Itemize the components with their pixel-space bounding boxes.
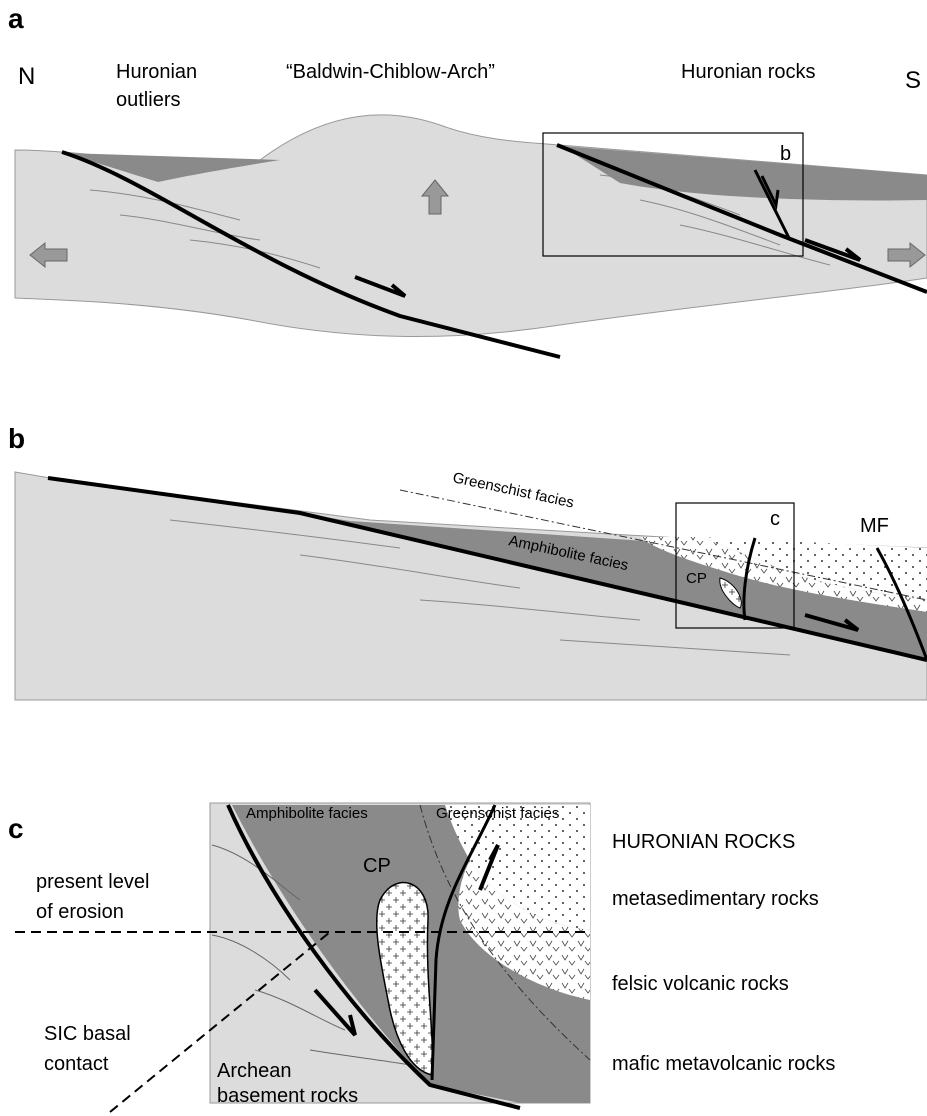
- box-label: b: [780, 143, 791, 165]
- sic-label: contact: [44, 1053, 109, 1075]
- panel-label: b: [8, 423, 25, 454]
- pluton-label: CP: [363, 855, 391, 877]
- legend-item: mafic metavolcanic rocks: [612, 1053, 835, 1075]
- legend-item: metasedimentary rocks: [612, 888, 819, 910]
- figure: a N S Huronian outliers “Baldwin-Chiblow…: [0, 0, 927, 1116]
- erosion-label: present level: [36, 871, 149, 893]
- box-label: c: [770, 508, 780, 530]
- pluton-label: CP: [686, 570, 707, 587]
- panel-label: a: [8, 3, 24, 34]
- south-label: S: [905, 67, 921, 94]
- panel-c: c Amphibolite facies Greenschist facies …: [8, 803, 835, 1112]
- region-label: Huronian: [116, 61, 197, 83]
- erosion-label: of erosion: [36, 901, 124, 923]
- panel-label: c: [8, 813, 24, 844]
- facies-label: Amphibolite facies: [246, 805, 368, 822]
- facies-label: Greenschist facies: [436, 805, 559, 822]
- region-label: “Baldwin-Chiblow-Arch”: [286, 61, 495, 83]
- panel-a: a N S Huronian outliers “Baldwin-Chiblow…: [8, 3, 927, 357]
- sic-label: SIC basal: [44, 1023, 131, 1045]
- legend-title: HURONIAN ROCKS: [612, 831, 795, 853]
- legend-item: felsic volcanic rocks: [612, 973, 789, 995]
- region-label: outliers: [116, 89, 180, 111]
- north-label: N: [18, 63, 35, 90]
- fault-label: MF: [860, 515, 889, 537]
- basement-label: Archean: [217, 1060, 292, 1082]
- panel-b: b Greenschist facies Amphibolite facies …: [8, 423, 927, 700]
- facies-label: Greenschist facies: [451, 469, 575, 511]
- basement-label: basement rocks: [217, 1085, 358, 1107]
- region-label: Huronian rocks: [681, 61, 816, 83]
